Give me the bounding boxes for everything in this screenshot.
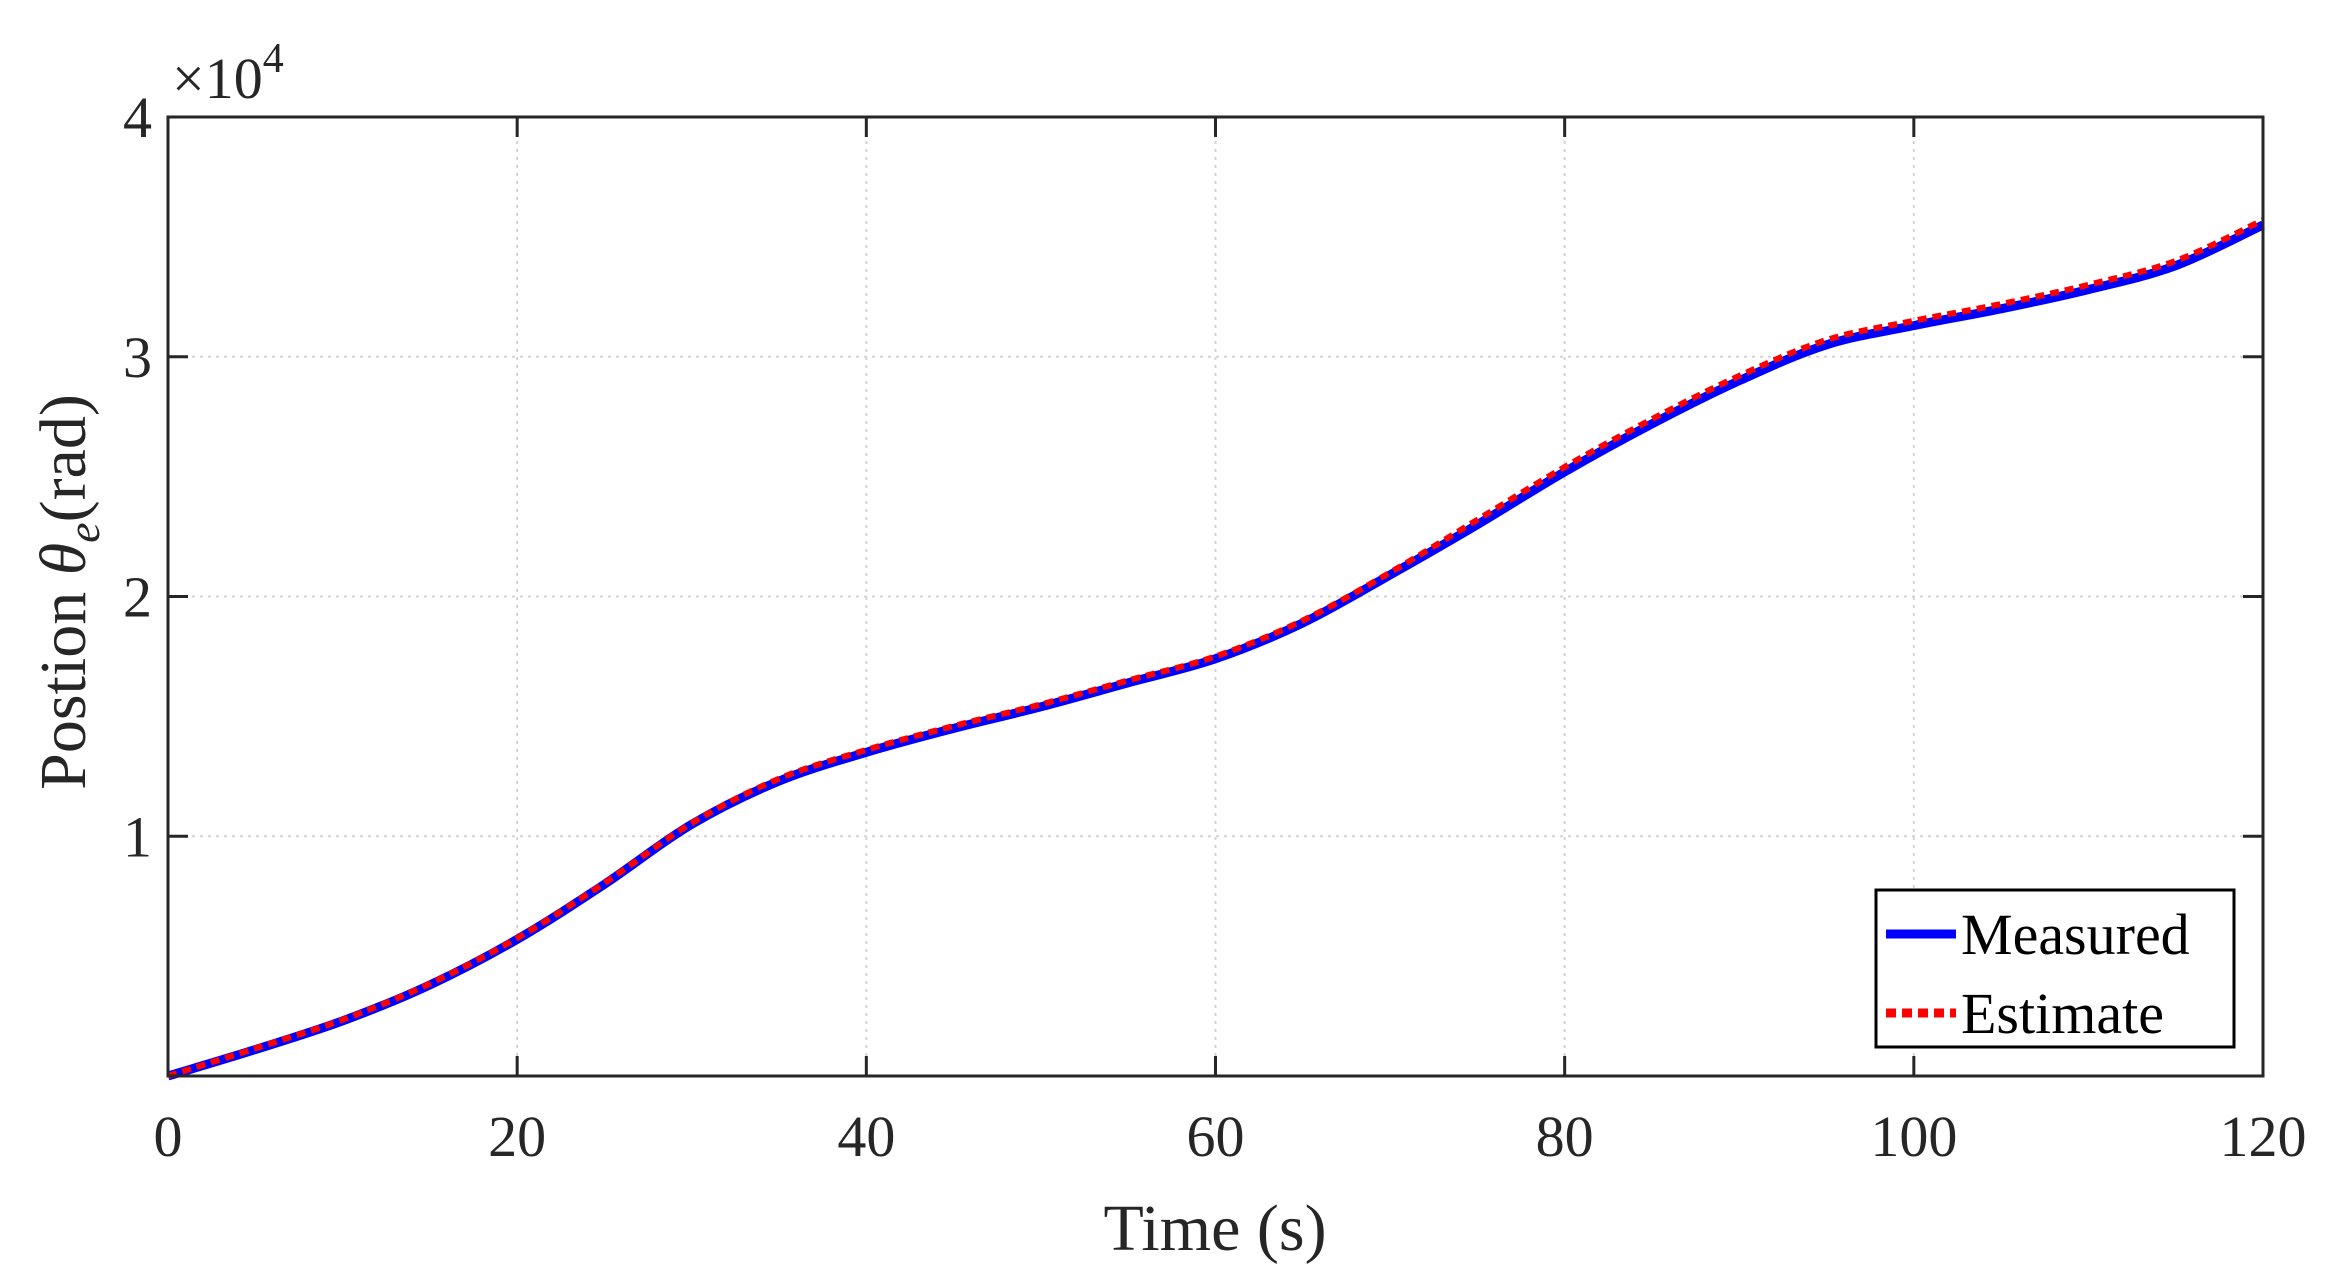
y-tick-label: 1: [123, 804, 152, 869]
legend-label-estimate: Estimate: [1961, 981, 2164, 1046]
y-tick-labels: 1 2 3 4: [123, 85, 152, 869]
y-tick-label: 2: [123, 565, 152, 630]
x-tick-labels: 0 20 40 60 80 100 120: [154, 1104, 2307, 1169]
x-tick-label: 0: [154, 1104, 183, 1169]
legend-box: [1874, 888, 2236, 1049]
y-tick-label: 3: [123, 325, 152, 390]
grid: [168, 117, 2263, 1076]
y-multiplier-exponent: 4: [263, 36, 284, 82]
x-tick-label: 80: [1536, 1104, 1594, 1169]
y-axis-label-symbol: θ: [27, 543, 100, 575]
x-axis-label: Time (s): [1103, 1192, 1326, 1265]
x-tick-label: 100: [1870, 1104, 1957, 1169]
y-multiplier-base: ×10: [172, 46, 263, 111]
x-tick-label: 40: [837, 1104, 895, 1169]
y-axis-label: Postion θe(rad): [27, 394, 109, 790]
y-tick-label: 4: [123, 85, 152, 150]
ticks: [166, 115, 2265, 1076]
x-tick-label: 60: [1187, 1104, 1245, 1169]
series-layer: [166, 217, 2265, 1081]
y-axis-label-suffix: (rad): [27, 394, 100, 522]
y-axis-label-subscript: e: [58, 522, 109, 542]
legend-label-measured: Measured: [1961, 902, 2190, 967]
x-tick-label: 120: [2220, 1104, 2307, 1169]
y-axis-label-prefix: Postion: [27, 575, 100, 790]
legend: Measured Estimate: [1874, 888, 2236, 1049]
y-multiplier: ×104: [172, 36, 284, 111]
series-line-estimate: [167, 217, 2265, 1079]
x-tick-label: 20: [488, 1104, 546, 1169]
